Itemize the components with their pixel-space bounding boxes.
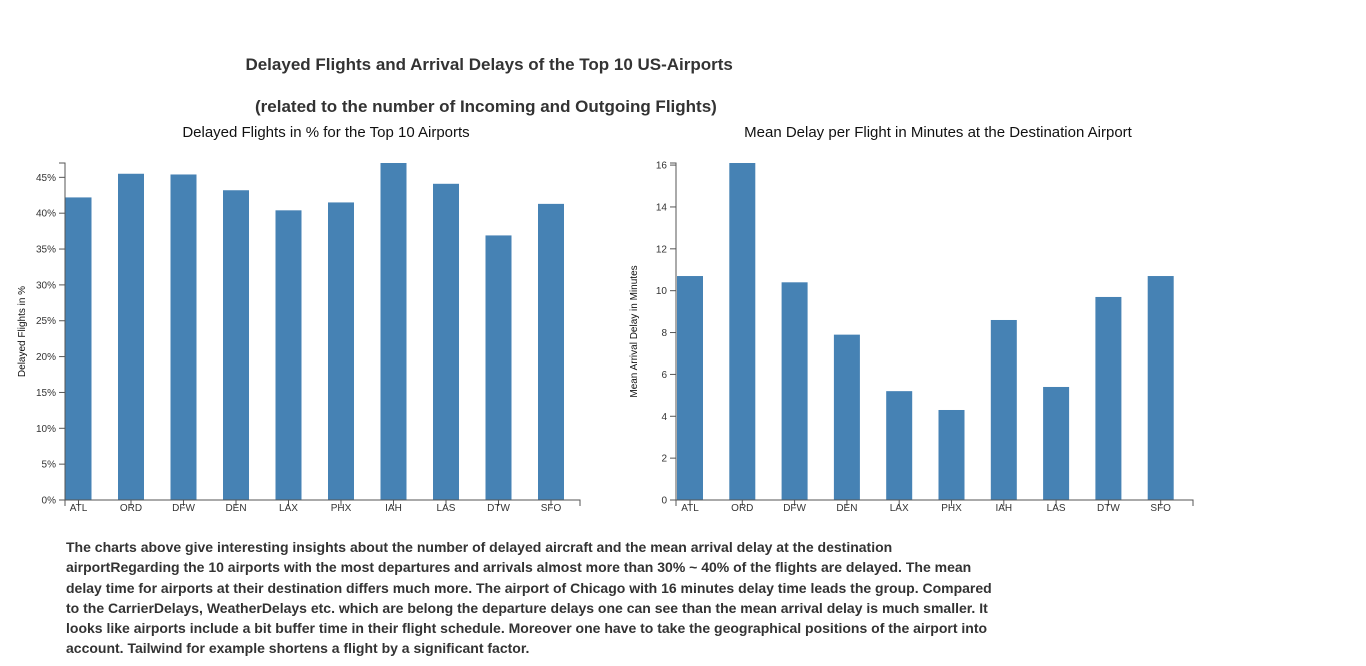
x-axis-line: [675, 499, 1194, 506]
y-tick-label: 5%: [42, 460, 57, 471]
y-tick-label: 14: [656, 202, 668, 213]
x-tick-label: LAX: [890, 503, 909, 514]
page-title: Delayed Flights and Arrival Delays of th…: [236, 33, 756, 138]
bar-phx: [328, 202, 354, 501]
x-tick-label: LAS: [1047, 503, 1066, 514]
y-tick-label: 4: [661, 412, 667, 423]
y-tick-label: 6: [661, 370, 667, 381]
bar-den: [833, 334, 860, 500]
x-tick-label: DFW: [783, 503, 806, 514]
bar-den: [223, 190, 249, 500]
x-tick-label: SFO: [541, 503, 562, 514]
y-tick-label: 12: [656, 244, 668, 255]
y-tick-label: 0%: [42, 496, 57, 507]
bar-dfw: [781, 282, 808, 500]
x-tick-label: LAX: [279, 503, 298, 514]
chart-title: Delayed Flights in % for the Top 10 Airp…: [182, 124, 469, 141]
y-tick-label: 16: [656, 161, 668, 172]
x-tick-label: PHX: [331, 503, 352, 514]
y-tick-label: 30%: [36, 280, 56, 291]
y-tick-label: 10%: [36, 424, 56, 435]
x-tick-label: ORD: [731, 503, 753, 514]
bar-ord: [729, 163, 756, 500]
charts-area: Delayed Flights in % for the Top 10 Airp…: [17, 124, 1194, 514]
bar-iah: [380, 163, 407, 500]
y-tick-label: 8: [661, 328, 667, 339]
bar-lax: [886, 391, 913, 500]
page-title-line1: Delayed Flights and Arrival Delays of th…: [245, 55, 733, 74]
y-tick-label: 25%: [36, 316, 56, 327]
x-tick-label: LAS: [437, 503, 456, 514]
x-tick-label: ATL: [70, 503, 88, 514]
x-tick-label: DEN: [225, 503, 246, 514]
y-tick-label: 15%: [36, 388, 56, 399]
y-tick-label: 10: [656, 286, 668, 297]
bar-sfo: [1147, 276, 1174, 500]
bar-atl: [65, 197, 92, 500]
bar-ord: [118, 173, 144, 501]
bar-dtw: [485, 235, 512, 501]
x-tick-label: DFW: [172, 503, 195, 514]
description-text: The charts above give interesting insigh…: [66, 539, 992, 657]
y-tick-label: 35%: [36, 245, 56, 256]
page-title-line2: (related to the number of Incoming and O…: [255, 97, 717, 116]
x-tick-label: PHX: [941, 503, 962, 514]
bar-phx: [938, 409, 965, 500]
y-tick-label: 0: [661, 496, 667, 507]
bar-dtw: [1095, 296, 1122, 500]
bar-sfo: [538, 203, 564, 500]
x-tick-label: DTW: [1097, 503, 1120, 514]
y-tick-label: 40%: [36, 209, 56, 220]
x-tick-label: DEN: [836, 503, 857, 514]
bar-las: [433, 183, 459, 500]
y-tick-label: 45%: [36, 173, 56, 184]
y-tick-label: 20%: [36, 352, 56, 363]
y-axis-line: [670, 162, 677, 501]
bar-dfw: [170, 174, 197, 500]
delayed-flights-chart: Delayed Flights in % for the Top 10 Airp…: [17, 124, 581, 514]
x-tick-label: ORD: [120, 503, 142, 514]
x-tick-label: IAH: [995, 503, 1012, 514]
x-tick-label: ATL: [681, 503, 699, 514]
chart-title: Mean Delay per Flight in Minutes at the …: [744, 124, 1133, 141]
bar-lax: [275, 210, 302, 500]
y-tick-label: 2: [661, 454, 667, 465]
x-tick-label: SFO: [1150, 503, 1171, 514]
y-axis-title: Delayed Flights in %: [17, 286, 28, 377]
bar-atl: [677, 276, 703, 500]
x-tick-label: IAH: [385, 503, 402, 514]
y-axis-title: Mean Arrival Delay in Minutes: [629, 265, 640, 397]
x-tick-label: DTW: [487, 503, 510, 514]
bar-iah: [990, 319, 1017, 500]
mean-delay-chart: Mean Delay per Flight in Minutes at the …: [629, 124, 1194, 514]
bar-las: [1043, 386, 1070, 500]
x-axis-line: [64, 499, 581, 506]
